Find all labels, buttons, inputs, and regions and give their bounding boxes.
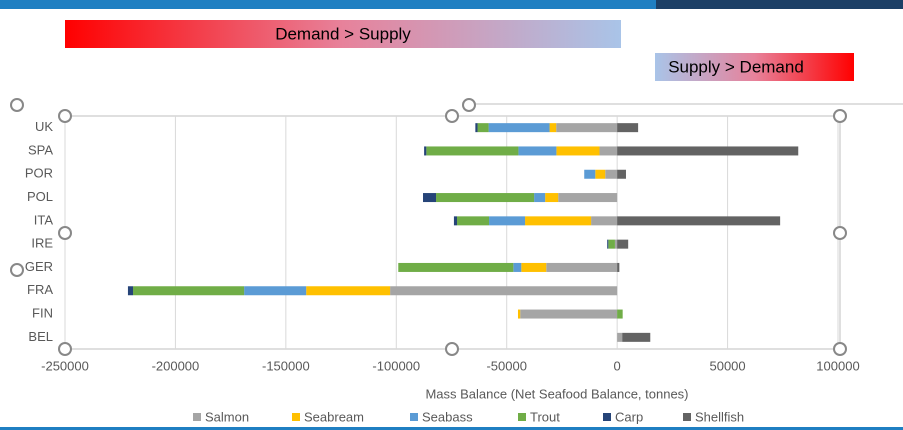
x-tick-label: -100000 <box>372 358 420 373</box>
bar-segment <box>244 286 307 296</box>
y-tick-label: POL <box>27 189 53 204</box>
bar-segment <box>423 193 437 203</box>
x-axis-title: Mass Balance (Net Seafood Balance, tonne… <box>425 386 688 401</box>
legend-marker <box>292 413 300 421</box>
legend-label: Carp <box>615 409 643 424</box>
legend-marker <box>683 413 691 421</box>
bar-segment <box>595 169 606 179</box>
bar-segment <box>426 146 519 156</box>
x-tick-label: -150000 <box>262 358 310 373</box>
bar-segment <box>614 239 618 249</box>
legend-label: Trout <box>530 409 560 424</box>
header-band <box>0 0 660 9</box>
y-tick-label: BEL <box>28 329 53 344</box>
x-tick-label: 100000 <box>816 358 859 373</box>
x-tick-label: 50000 <box>709 358 745 373</box>
bar-segment <box>534 193 546 203</box>
y-tick-label: POR <box>25 166 53 181</box>
bar-segment <box>617 239 629 249</box>
bar-segment <box>488 123 550 133</box>
bar-segment <box>477 123 489 133</box>
bar-segment <box>127 286 134 296</box>
legend-label: Shellfish <box>695 409 744 424</box>
bar-segment <box>133 286 245 296</box>
banner <box>655 53 854 81</box>
bar-segment <box>591 216 618 226</box>
bar-segment <box>605 169 618 179</box>
banner-text: Demand > Supply <box>275 24 411 43</box>
legend-marker <box>603 413 611 421</box>
banner <box>65 20 621 48</box>
bar-segment <box>489 216 526 226</box>
x-tick-label: -250000 <box>41 358 89 373</box>
banner-text: Supply > Demand <box>668 57 804 76</box>
bar-segment <box>390 286 618 296</box>
y-tick-label: IRE <box>31 236 53 251</box>
legend-label: Seabream <box>304 409 364 424</box>
bar-segment <box>453 216 458 226</box>
bar-segment <box>617 216 781 226</box>
handles <box>10 98 847 356</box>
bar-segment <box>599 146 618 156</box>
bar-segment <box>556 146 600 156</box>
x-tick-label: -50000 <box>486 358 526 373</box>
bar-segment <box>436 193 535 203</box>
legend-marker <box>193 413 201 421</box>
bar-segment <box>584 169 596 179</box>
bar-segment <box>475 123 478 133</box>
legend-marker <box>518 413 526 421</box>
y-tick-label: FRA <box>27 282 53 297</box>
bar-segment <box>617 146 799 156</box>
bar-segment <box>398 262 514 272</box>
bar-segment <box>513 262 522 272</box>
bar-segment <box>521 262 547 272</box>
bar-segment <box>549 123 557 133</box>
bar-segment <box>556 123 618 133</box>
bar-segment <box>424 146 427 156</box>
header-band <box>656 0 903 9</box>
y-tick-label: FIN <box>32 305 53 320</box>
bar-segment <box>622 332 651 342</box>
y-tick-label: ITA <box>34 212 54 227</box>
bar-segment <box>518 146 557 156</box>
bar-segment <box>617 169 626 179</box>
bar-segment <box>617 123 639 133</box>
y-tick-label: SPA <box>28 142 53 157</box>
bar-segment <box>558 193 618 203</box>
plot: -250000 -200000 -150000 -100000 -50000 0 50000… <box>25 116 860 373</box>
bar-segment <box>617 262 620 272</box>
bar-segment <box>546 262 618 272</box>
y-tick-label: GER <box>25 259 53 274</box>
bar-segment <box>617 309 623 319</box>
footer-band <box>0 427 903 430</box>
y-tick-label: UK <box>35 119 53 134</box>
legend-label: Salmon <box>205 409 249 424</box>
bar-segment <box>306 286 391 296</box>
legend-marker <box>410 413 418 421</box>
x-tick-label: -200000 <box>152 358 200 373</box>
legend-label: Seabass <box>422 409 473 424</box>
bar-segment <box>520 309 618 319</box>
bar-segment <box>457 216 490 226</box>
bar-segment <box>525 216 592 226</box>
bar-segment <box>617 332 623 342</box>
x-tick-label: 0 <box>614 358 621 373</box>
bar-segment <box>545 193 559 203</box>
bar-segment <box>517 309 521 319</box>
bar-segment <box>607 239 609 249</box>
bar-segment <box>608 239 615 249</box>
